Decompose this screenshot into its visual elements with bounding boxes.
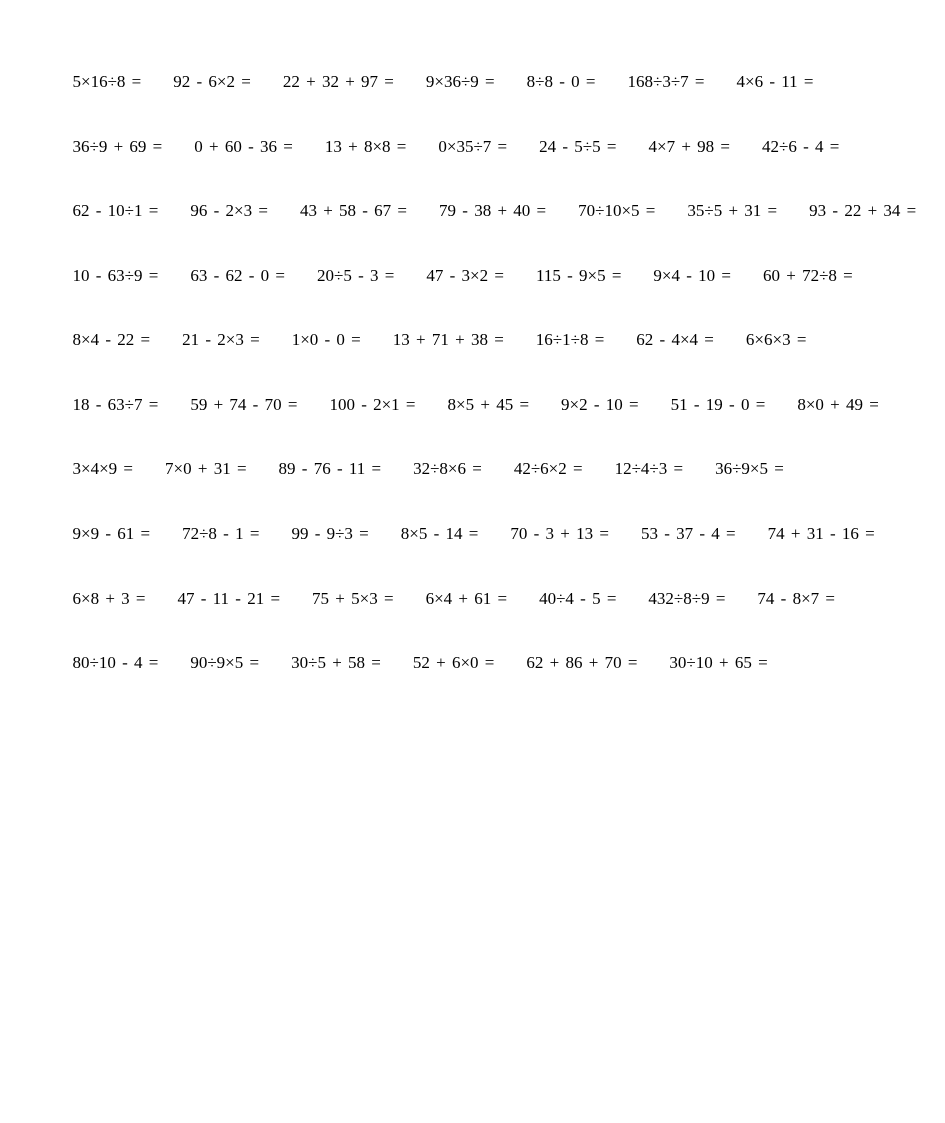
equation: 30÷5 + 58 = bbox=[291, 653, 413, 672]
equation: 74 - 8×7 = bbox=[757, 589, 867, 608]
equation-row: 62 - 10÷1 =96 - 2×3 =43 + 58 - 67 =79 - … bbox=[30, 189, 915, 233]
equation: 168÷3÷7 = bbox=[627, 72, 736, 91]
equation: 52 + 6×0 = bbox=[413, 653, 527, 672]
equation: 12÷4÷3 = bbox=[615, 459, 716, 478]
equation: 8×5 - 14 = bbox=[401, 524, 511, 543]
equation: 22 + 32 + 97 = bbox=[283, 72, 426, 91]
equation: 92 - 6×2 = bbox=[173, 72, 283, 91]
equation: 70 - 3 + 13 = bbox=[510, 524, 641, 543]
equation: 75 + 5×3 = bbox=[312, 589, 426, 608]
equation: 9×36÷9 = bbox=[426, 72, 527, 91]
equation: 47 - 11 - 21 = bbox=[178, 589, 313, 608]
equation: 13 + 8×8 = bbox=[325, 137, 439, 156]
equation-row: 3×4×9 =7×0 + 31 =89 - 76 - 11 =32÷8×6 =4… bbox=[30, 447, 915, 491]
equation-row: 6×8 + 3 =47 - 11 - 21 =75 + 5×3 =6×4 + 6… bbox=[30, 577, 915, 621]
equation: 13 + 71 + 38 = bbox=[393, 330, 536, 349]
equation: 432÷8÷9 = bbox=[648, 589, 757, 608]
equation: 100 - 2×1 = bbox=[329, 395, 447, 414]
equation: 6×4 + 61 = bbox=[426, 589, 540, 608]
equation: 79 - 38 + 40 = bbox=[439, 201, 578, 220]
equation: 8×0 + 49 = bbox=[797, 395, 911, 414]
equation: 42÷6 - 4 = bbox=[762, 137, 871, 156]
equation: 60 + 72÷8 = bbox=[763, 266, 885, 285]
equation: 6×8 + 3 = bbox=[73, 589, 178, 608]
equation: 72÷8 - 1 = bbox=[182, 524, 291, 543]
equation: 47 - 3×2 = bbox=[426, 266, 536, 285]
equation-row: 5×16÷8 =92 - 6×2 =22 + 32 + 97 =9×36÷9 =… bbox=[30, 60, 915, 104]
equation: 62 - 4×4 = bbox=[636, 330, 746, 349]
equation: 93 - 22 + 34 = bbox=[809, 201, 945, 220]
equation: 53 - 37 - 4 = bbox=[641, 524, 768, 543]
equation: 63 - 62 - 0 = bbox=[190, 266, 317, 285]
equation: 96 - 2×3 = bbox=[190, 201, 300, 220]
equation: 8×4 - 22 = bbox=[73, 330, 183, 349]
equation: 18 - 63÷7 = bbox=[73, 395, 191, 414]
equation: 40÷4 - 5 = bbox=[539, 589, 648, 608]
equation: 42÷6×2 = bbox=[514, 459, 615, 478]
equation: 74 + 31 - 16 = bbox=[768, 524, 907, 543]
equation: 3×4×9 = bbox=[73, 459, 166, 478]
equation: 32÷8×6 = bbox=[413, 459, 514, 478]
equation-row: 8×4 - 22 =21 - 2×3 =1×0 - 0 =13 + 71 + 3… bbox=[30, 318, 915, 362]
equation: 62 - 10÷1 = bbox=[73, 201, 191, 220]
equation-row: 10 - 63÷9 =63 - 62 - 0 =20÷5 - 3 =47 - 3… bbox=[30, 254, 915, 298]
equation: 0 + 60 - 36 = bbox=[194, 137, 325, 156]
equation: 9×9 - 61 = bbox=[73, 524, 183, 543]
equation: 30÷10 + 65 = bbox=[669, 653, 799, 672]
equation: 6×6×3 = bbox=[746, 330, 839, 349]
equation: 9×2 - 10 = bbox=[561, 395, 671, 414]
equation: 62 + 86 + 70 = bbox=[526, 653, 669, 672]
equation: 4×6 - 11 = bbox=[736, 72, 845, 91]
equation-row: 80÷10 - 4 =90÷9×5 =30÷5 + 58 =52 + 6×0 =… bbox=[30, 641, 915, 685]
equation: 43 + 58 - 67 = bbox=[300, 201, 439, 220]
equation-row: 36÷9 + 69 =0 + 60 - 36 =13 + 8×8 =0×35÷7… bbox=[30, 125, 915, 169]
equation: 36÷9 + 69 = bbox=[73, 137, 195, 156]
equation: 5×16÷8 = bbox=[73, 72, 174, 91]
equation: 4×7 + 98 = bbox=[648, 137, 762, 156]
equation: 59 + 74 - 70 = bbox=[190, 395, 329, 414]
equation: 80÷10 - 4 = bbox=[73, 653, 191, 672]
equation: 7×0 + 31 = bbox=[165, 459, 279, 478]
equation: 115 - 9×5 = bbox=[536, 266, 653, 285]
equation: 10 - 63÷9 = bbox=[73, 266, 191, 285]
equation: 16÷1÷8 = bbox=[536, 330, 637, 349]
equation: 51 - 19 - 0 = bbox=[671, 395, 798, 414]
equation: 21 - 2×3 = bbox=[182, 330, 292, 349]
equation: 99 - 9÷3 = bbox=[291, 524, 400, 543]
equation: 1×0 - 0 = bbox=[292, 330, 393, 349]
equation: 35÷5 + 31 = bbox=[687, 201, 809, 220]
equation: 90÷9×5 = bbox=[190, 653, 291, 672]
equation: 36÷9×5 = bbox=[715, 459, 816, 478]
equation: 89 - 76 - 11 = bbox=[279, 459, 414, 478]
equation: 70÷10×5 = bbox=[578, 201, 687, 220]
equation: 24 - 5÷5 = bbox=[539, 137, 648, 156]
equation-row: 9×9 - 61 =72÷8 - 1 =99 - 9÷3 =8×5 - 14 =… bbox=[30, 512, 915, 556]
worksheet-page: 5×16÷8 =92 - 6×2 =22 + 32 + 97 =9×36÷9 =… bbox=[0, 0, 945, 1123]
equation: 8×5 + 45 = bbox=[448, 395, 562, 414]
equation: 8÷8 - 0 = bbox=[527, 72, 628, 91]
equation-row: 18 - 63÷7 =59 + 74 - 70 =100 - 2×1 =8×5 … bbox=[30, 383, 915, 427]
equation: 9×4 - 10 = bbox=[653, 266, 763, 285]
equation: 20÷5 - 3 = bbox=[317, 266, 426, 285]
equation: 0×35÷7 = bbox=[438, 137, 539, 156]
